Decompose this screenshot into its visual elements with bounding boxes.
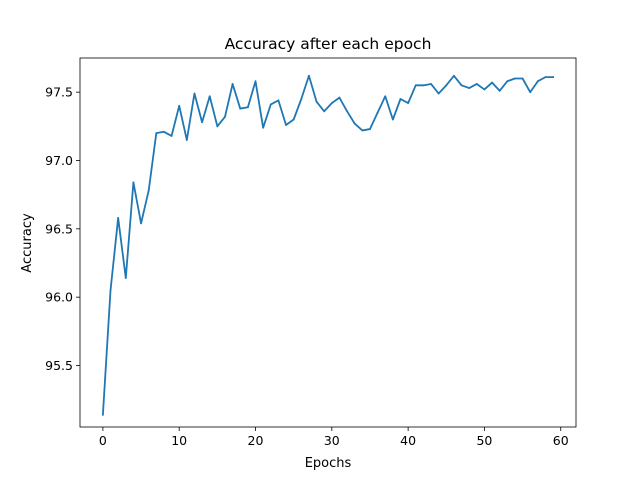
data-point [292,118,295,121]
chart-title: Accuracy after each epoch [225,35,432,53]
data-point [330,102,333,104]
data-point [323,110,326,113]
data-point [506,80,509,83]
data-point [483,88,486,91]
x-tick-label: 30 [324,433,340,448]
data-point [140,222,142,225]
data-point [521,77,524,80]
data-point [109,289,112,292]
data-point [285,124,287,126]
data-point [239,107,242,110]
data-point [437,92,440,95]
data-point [262,126,265,129]
data-point [201,121,203,124]
data-point [277,99,280,102]
series-layer [101,74,555,416]
y-axis-ticks: 95.5 96.0 96.5 97.0 97.5 [45,85,80,373]
data-point [185,139,188,141]
data-point [216,125,219,128]
data-point [407,102,410,104]
data-point [430,83,432,85]
x-tick-label: 50 [476,433,492,448]
data-point [514,77,516,80]
data-point [529,91,532,94]
data-point [369,128,371,130]
data-point [224,115,226,118]
x-axis-label: Epochs [305,456,352,471]
data-point [376,111,379,114]
x-tick-label: 0 [99,433,107,448]
data-point [346,110,348,113]
data-point [552,76,555,79]
data-point [353,122,356,125]
x-tick-label: 40 [400,433,416,448]
data-point [475,83,478,85]
data-point [384,95,387,98]
data-point [155,132,158,135]
data-point [124,277,127,279]
data-point [170,135,173,137]
x-tick-label: 10 [171,433,187,448]
data-point [208,95,211,98]
data-point [300,98,303,100]
data-point [453,74,455,77]
data-point [315,100,318,103]
x-tick-label: 60 [553,433,569,448]
data-point [445,84,448,87]
data-point [254,80,257,83]
data-point [147,189,150,192]
data-point [460,84,463,87]
y-tick-label: 97.5 [45,85,73,100]
data-point [193,92,196,95]
data-point [132,181,135,184]
data-point [269,103,272,106]
data-point [536,80,539,83]
data-point [399,98,402,100]
x-tick-label: 20 [248,433,264,448]
data-point [391,118,394,121]
data-point [422,84,425,87]
data-point [163,130,165,133]
data-point [101,413,104,416]
x-axis-ticks: 0 10 20 30 40 50 60 [99,427,569,448]
data-point [414,84,417,87]
y-tick-label: 95.5 [45,358,73,373]
plot-frame [79,57,577,428]
data-point [308,74,310,77]
data-point [361,129,364,132]
data-point [246,106,249,109]
data-point [338,96,341,99]
data-point [544,76,547,79]
data-point [178,104,181,107]
y-axis-label: Accuracy [20,213,35,273]
data-point [468,87,471,89]
data-point [117,217,120,219]
data-point [498,89,501,92]
data-point [491,81,493,84]
series-line-0 [101,74,555,416]
y-tick-label: 96.0 [45,290,73,305]
data-point [231,83,234,85]
y-tick-label: 97.0 [45,153,73,168]
y-tick-label: 96.5 [45,221,73,236]
